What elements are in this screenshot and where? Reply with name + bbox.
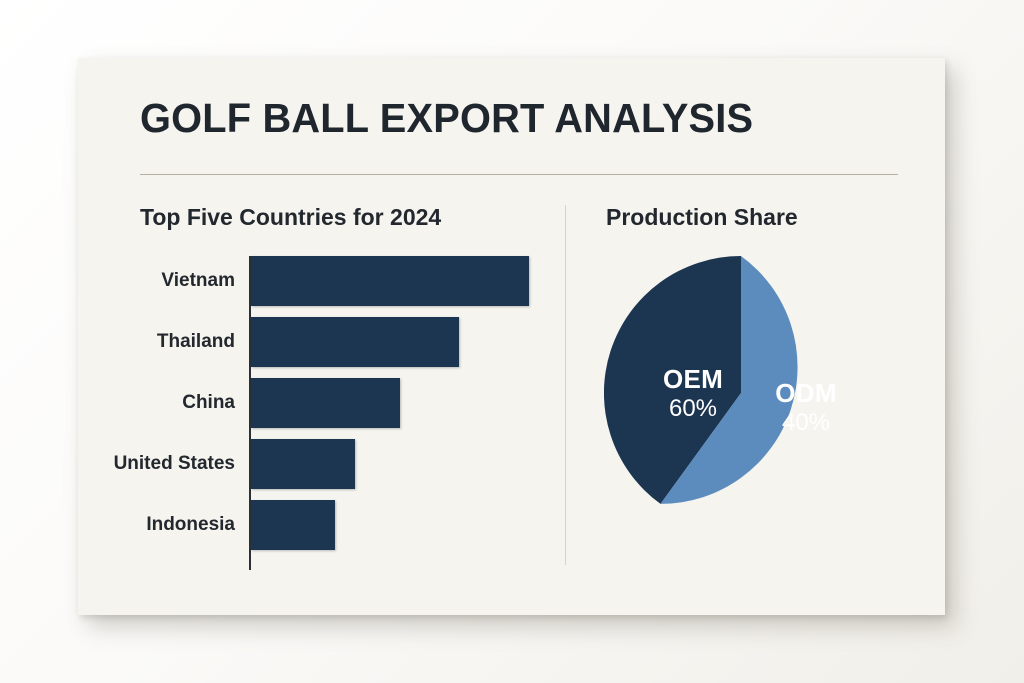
pie-chart-svg [604,256,798,504]
bar-china [251,378,400,428]
bar-row: Thailand [78,317,565,367]
bar-row: Vietnam [78,256,565,306]
pie-label-oem-value: 60% [668,395,718,422]
bar-label-indonesia: Indonesia [146,514,235,535]
bar-thailand [251,317,459,367]
pie-label-odm: ODM 40% [746,378,866,438]
bar-vietnam [251,256,529,306]
pie-chart: OEM 60% ODM 40% [604,256,878,530]
bar-united-states [251,439,355,489]
bar-label-china: China [182,392,235,413]
pie-chart-heading: Production Share [606,204,798,230]
bar-label-thailand: Thailand [156,331,235,352]
panel-divider [565,205,566,565]
pie-label-oem: OEM 60% [638,364,748,424]
title-divider-rule [140,174,898,175]
bar-label-vietnam: Vietnam [161,270,235,291]
pie-slice-oem [604,256,741,504]
infographic-card: GOLF BALL EXPORT ANALYSIS Top Five Count… [78,58,945,615]
bar-row: Indonesia [78,500,565,550]
pie-slice-odm [660,256,798,504]
bar-label-united-states: United States [113,453,235,474]
pie-label-odm-value: 40% [781,409,831,436]
bar-row: United States [78,439,565,489]
bar-row: China [78,378,565,428]
bar-chart-heading: Top Five Countries for 2024 [140,204,442,230]
bar-chart-axis [249,256,251,570]
page-title: GOLF BALL EXPORT ANALYSIS [140,95,754,141]
bar-chart: Vietnam Thailand China United States Ind… [78,248,565,578]
pie-label-odm-name: ODM [775,378,837,408]
bar-indonesia [251,500,335,550]
pie-label-oem-name: OEM [662,364,724,394]
